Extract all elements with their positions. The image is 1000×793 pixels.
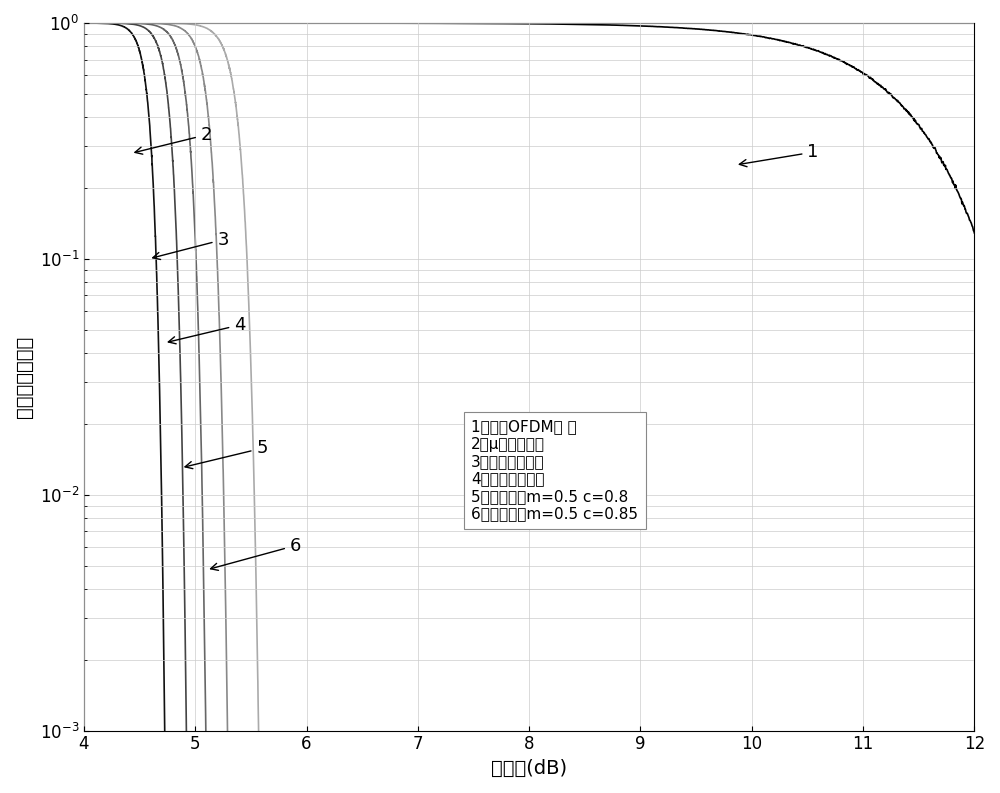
Text: 2: 2 — [135, 126, 212, 154]
Text: 4: 4 — [168, 316, 246, 344]
Text: 3: 3 — [153, 231, 229, 259]
Text: 1: 1 — [739, 144, 819, 167]
Y-axis label: 互补积分布函数: 互补积分布函数 — [15, 335, 34, 418]
X-axis label: 峰平比(dB): 峰平比(dB) — [491, 759, 567, 778]
Text: 6: 6 — [211, 537, 301, 570]
Text: 1、原始OFDM信 号
2、μ律压扩方法
3、指数压扩方法
4、梯形压扩方法
5、本发明：m=0.5 c=0.8
6、本发明：m=0.5 c=0.85: 1、原始OFDM信 号 2、μ律压扩方法 3、指数压扩方法 4、梯形压扩方法 5… — [471, 419, 638, 521]
Text: 5: 5 — [185, 439, 268, 469]
